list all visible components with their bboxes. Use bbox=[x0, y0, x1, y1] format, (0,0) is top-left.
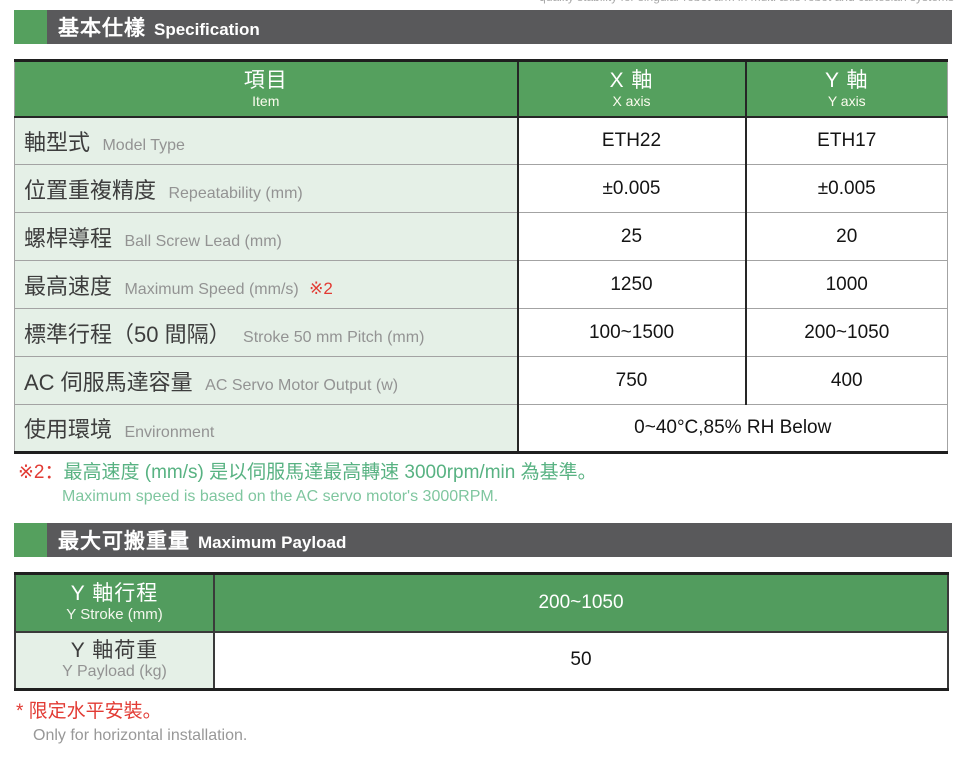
section-title-en: Maximum Payload bbox=[198, 533, 347, 552]
header-cell-item: 項目 Item bbox=[14, 60, 518, 118]
value-x: ETH22 bbox=[516, 116, 746, 165]
note-ref-mark: ※2： bbox=[18, 462, 64, 483]
row-label-en: Repeatability (mm) bbox=[168, 184, 303, 202]
table-row-model-type: 軸型式 Model Type ETH22 ETH17 bbox=[14, 116, 948, 165]
value-y: 200~1050 bbox=[744, 308, 948, 357]
value-x: 1250 bbox=[516, 260, 746, 309]
payload-value: 50 bbox=[213, 630, 949, 691]
header-y-zh: Y 軸 bbox=[825, 68, 869, 92]
row-label-zh: 最高速度 bbox=[24, 273, 113, 299]
row-label-en: Ball Screw Lead (mm) bbox=[124, 232, 282, 250]
value-y: ETH17 bbox=[744, 116, 948, 165]
value-x: 750 bbox=[516, 356, 746, 405]
header-item-zh: 項目 bbox=[243, 68, 288, 92]
row-label-en: AC Servo Motor Output (w) bbox=[205, 376, 399, 394]
row-label-en: Environment bbox=[124, 424, 215, 441]
value-x: ±0.005 bbox=[516, 164, 746, 213]
footnote-2: ※2：最高速度 (mm/s) 是以伺服馬達最高轉速 3000rpm/min 為基… bbox=[18, 461, 597, 507]
payload-row-payload: Y 軸荷重 Y Payload (kg) 50 bbox=[14, 630, 949, 691]
row-label-en: Maximum Speed (mm/s) bbox=[124, 280, 299, 298]
bottom-footnote: * 限定水平安裝。 Only for horizontal installati… bbox=[16, 699, 247, 746]
table-row-stroke: 標準行程（50 間隔） Stroke 50 mm Pitch (mm) 100~… bbox=[14, 308, 948, 357]
section-title-zh: 最大可搬重量 bbox=[58, 530, 190, 553]
note-reference-mark: ※2 bbox=[309, 278, 333, 298]
value-y: ±0.005 bbox=[744, 164, 948, 213]
row-label-zh: 位置重複精度 bbox=[24, 177, 157, 203]
note-text-zh: 最高速度 (mm/s) 是以伺服馬達最高轉速 3000rpm/min 為基準。 bbox=[63, 462, 597, 483]
row-label-en: Model Type bbox=[102, 136, 185, 154]
value-y: 20 bbox=[744, 212, 948, 261]
note-text-en: Maximum speed is based on the AC servo m… bbox=[62, 488, 499, 505]
header-cell-x-axis: X 軸 X axis bbox=[516, 60, 746, 118]
header-item-en: Item bbox=[252, 92, 280, 109]
header-x-en: X axis bbox=[612, 92, 651, 109]
payload-row-stroke: Y 軸行程 Y Stroke (mm) 200~1050 bbox=[14, 572, 949, 633]
specification-table: 項目 Item X 軸 X axis Y 軸 Y axis 軸型式 Model … bbox=[14, 59, 948, 454]
header-cell-y-axis: Y 軸 Y axis bbox=[744, 60, 948, 118]
row-label-zh: 標準行程（50 間隔） bbox=[24, 321, 231, 347]
footnote-text-zh: * 限定水平安裝。 bbox=[16, 701, 162, 722]
header-x-zh: X 軸 bbox=[609, 68, 654, 92]
value-x: 100~1500 bbox=[516, 308, 746, 357]
table-header-row: 項目 Item X 軸 X axis Y 軸 Y axis bbox=[14, 60, 948, 118]
table-row-servo-motor-output: AC 伺服馬達容量 AC Servo Motor Output (w) 750 … bbox=[14, 356, 948, 405]
row-label-en: Stroke 50 mm Pitch (mm) bbox=[243, 328, 425, 346]
row-label-zh: 螺桿導程 bbox=[24, 225, 113, 251]
payload-label-zh: Y 軸行程 bbox=[70, 582, 159, 606]
value-y: 400 bbox=[744, 356, 948, 405]
value-span: 0~40°C,85% RH Below bbox=[516, 404, 948, 453]
section-header-specification: 基本仕樣 Specification bbox=[14, 10, 952, 44]
green-accent-square bbox=[14, 10, 47, 44]
footnote-text-en: Only for horizontal installation. bbox=[33, 727, 248, 744]
table-row-ball-screw-lead: 螺桿導程 Ball Screw Lead (mm) 25 20 bbox=[14, 212, 948, 261]
row-label-zh: 使用環境 bbox=[24, 417, 113, 442]
payload-table: Y 軸行程 Y Stroke (mm) 200~1050 Y 軸荷重 Y Pay… bbox=[14, 572, 949, 691]
green-accent-square bbox=[14, 523, 47, 557]
header-y-en: Y axis bbox=[827, 92, 866, 109]
payload-label-en: Y Payload (kg) bbox=[62, 663, 167, 681]
table-row-repeatability: 位置重複精度 Repeatability (mm) ±0.005 ±0.005 bbox=[14, 164, 948, 213]
table-row-environment: 使用環境 Environment 0~40°C,85% RH Below bbox=[14, 404, 948, 453]
row-label-zh: AC 伺服馬達容量 bbox=[24, 369, 193, 395]
value-y: 1000 bbox=[744, 260, 948, 309]
section-header-maximum-payload: 最大可搬重量 Maximum Payload bbox=[14, 523, 952, 557]
payload-label-zh: Y 軸荷重 bbox=[70, 639, 159, 663]
payload-label-en: Y Stroke (mm) bbox=[66, 606, 163, 624]
section-title-en: Specification bbox=[154, 20, 260, 39]
table-row-maximum-speed: 最高速度 Maximum Speed (mm/s) ※2 1250 1000 bbox=[14, 260, 948, 309]
cropped-top-text: quality stability for singular robot arm… bbox=[450, 0, 954, 6]
section-title-zh: 基本仕樣 bbox=[58, 17, 146, 40]
row-label-zh: 軸型式 bbox=[24, 129, 91, 155]
payload-value: 200~1050 bbox=[213, 572, 949, 633]
value-x: 25 bbox=[516, 212, 746, 261]
